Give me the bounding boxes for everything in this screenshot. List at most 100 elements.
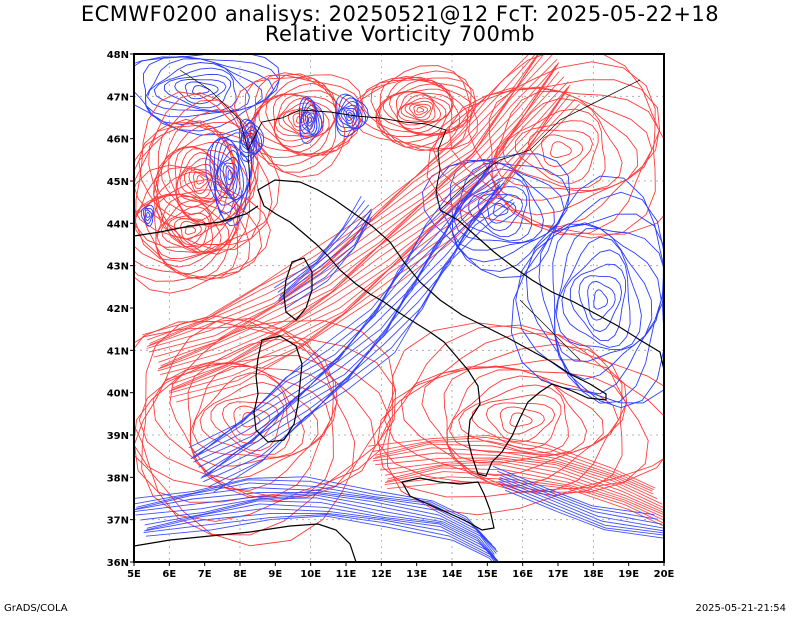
negative-vorticity-contour	[134, 493, 495, 555]
negative-vorticity-contour	[335, 95, 366, 133]
positive-vorticity-contour	[134, 109, 255, 255]
negative-vorticity-contour	[340, 104, 359, 127]
positive-vorticity-contour	[134, 171, 251, 279]
negative-vorticity-contour	[203, 194, 509, 483]
france-coastline	[134, 205, 259, 237]
positive-vorticity-contour	[396, 92, 447, 126]
positive-vorticity-contour	[273, 95, 330, 142]
lat-lon-grid	[134, 54, 664, 562]
positive-vorticity-contour	[387, 464, 664, 516]
positive-vorticity-contour	[471, 394, 562, 450]
positive-vorticity-contour	[509, 412, 533, 427]
negative-vorticity-contour	[279, 208, 372, 299]
negative-vorticity-contour	[163, 73, 232, 109]
negative-vorticity-contour	[280, 214, 371, 305]
lon-tick-label: 16E	[512, 569, 533, 580]
negative-vorticity-contour	[134, 476, 488, 540]
alpine-borders	[247, 109, 447, 211]
inland-borders	[179, 69, 641, 361]
negative-vorticity-contour	[345, 109, 355, 121]
negative-vorticity-contour	[451, 162, 555, 251]
negative-vorticity-contour	[146, 211, 151, 218]
africa-coastline	[134, 523, 357, 562]
negative-vorticity-contour	[343, 107, 357, 125]
positive-vorticity-contour	[134, 99, 261, 251]
positive-vorticity-contour	[278, 102, 318, 137]
negative-vorticity-contour	[201, 185, 500, 478]
sardinia-coastline	[253, 335, 303, 443]
negative-vorticity-contour	[140, 497, 498, 561]
positive-vorticity-contour	[488, 86, 653, 216]
positive-vorticity-contour	[400, 359, 628, 493]
positive-vorticity-contour	[134, 179, 239, 281]
negative-vorticity-contour	[242, 129, 257, 152]
coastlines	[134, 69, 664, 562]
positive-vorticity-contour	[173, 218, 207, 246]
footer-timestamp: 2025-05-21-21:54	[695, 603, 786, 614]
lon-tick-label: 14E	[442, 569, 463, 580]
negative-vorticity-contour	[298, 96, 325, 145]
positive-vorticity-contour	[252, 82, 337, 158]
positive-vorticity-contour	[372, 436, 655, 491]
negative-vorticity-contour	[146, 503, 500, 562]
positive-vorticity-contour	[375, 79, 461, 136]
positive-vorticity-contour	[382, 88, 454, 136]
negative-vorticity-contour	[222, 162, 238, 192]
positive-vorticity-contour	[378, 324, 664, 498]
negative-vorticity-contour	[500, 484, 664, 536]
negative-vorticity-contour	[486, 197, 517, 224]
lat-tick-label: 47N	[107, 92, 129, 103]
positive-vorticity-contour	[515, 120, 599, 184]
negative-vorticity-contour	[153, 67, 237, 112]
negative-vorticity-contour	[468, 186, 528, 238]
positive-vorticity-contour	[377, 83, 453, 137]
positive-vorticity-contour	[189, 365, 319, 467]
positive-vorticity-contour	[160, 76, 565, 376]
map-axes: 5E 6E 7E 8E 9E 10E 11E 12E 13E 14E 15E 16E 17E 18E 19E…	[107, 50, 675, 580]
negative-vorticity-contour	[498, 481, 664, 534]
positive-vorticity-contour	[502, 108, 606, 190]
lat-tick-label: 42N	[107, 304, 129, 315]
negative-vorticity-contour	[213, 202, 515, 493]
positive-vorticity-contour	[372, 452, 663, 505]
positive-vorticity-contour	[169, 362, 338, 491]
positive-vorticity-contour	[361, 77, 476, 152]
negative-vorticity-contour	[498, 478, 664, 532]
positive-vorticity-contour	[153, 58, 558, 358]
positive-vorticity-contour	[160, 142, 236, 226]
positive-vorticity-contour	[157, 71, 560, 372]
negative-vorticity-contour	[308, 116, 313, 124]
positive-vorticity-contour	[160, 206, 214, 253]
negative-vorticity-contour	[143, 514, 496, 562]
lat-tick-label: 43N	[107, 262, 129, 273]
lat-tick-label: 48N	[107, 50, 129, 61]
negative-vorticity-contour	[569, 263, 626, 342]
positive-vorticity-contour	[138, 121, 259, 254]
negative-vorticity-contour	[134, 479, 493, 545]
negative-vorticity-contour	[196, 163, 494, 457]
positive-vorticity-contour	[409, 103, 432, 119]
negative-vorticity-contour	[144, 209, 152, 221]
negative-vorticity-contour	[142, 207, 154, 225]
positive-vorticity-contour	[413, 105, 429, 116]
positive-vorticity-contour	[499, 406, 545, 435]
positive-vorticity-contour	[370, 77, 476, 148]
positive-vorticity-contour	[374, 443, 654, 495]
negative-vorticity-contour	[144, 513, 497, 562]
lon-tick-label: 17E	[548, 569, 569, 580]
negative-vorticity-contour	[335, 93, 369, 138]
negative-vorticity-contour	[422, 153, 571, 279]
lat-tick-label: 44N	[107, 219, 129, 230]
positive-vorticity-contour	[167, 146, 236, 222]
positive-vorticity-contour	[395, 90, 452, 130]
positive-vorticity-contour	[527, 129, 593, 177]
positive-vorticity-contour	[250, 73, 355, 158]
negative-vorticity-contour	[135, 494, 495, 557]
positive-vorticity-contour	[158, 62, 560, 363]
negative-vorticity-contour	[587, 280, 616, 321]
lon-tick-label: 8E	[233, 569, 247, 580]
negative-vorticity-contour	[193, 174, 499, 463]
positive-vorticity-contour	[134, 166, 263, 282]
positive-vorticity-contour	[443, 365, 619, 477]
footer-software: GrADS/COLA	[4, 603, 68, 614]
